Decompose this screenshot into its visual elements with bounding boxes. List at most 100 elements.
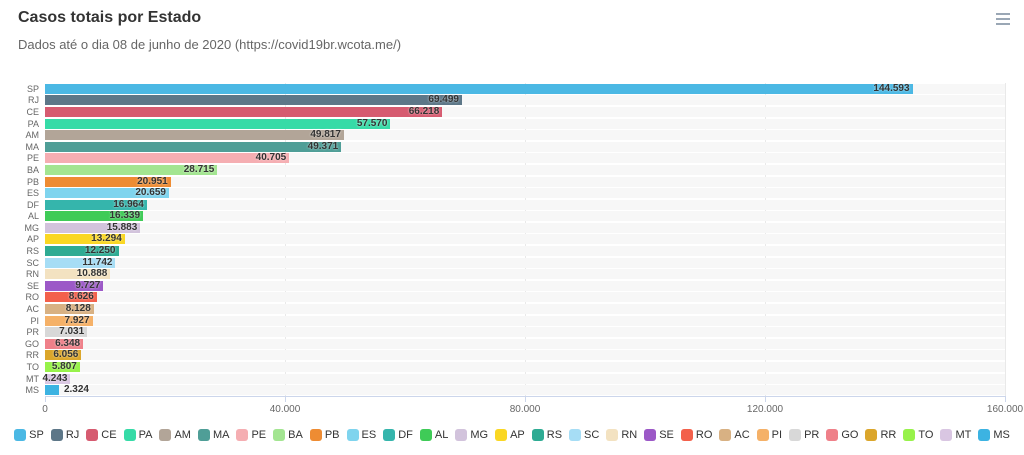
- axis-tick-label: 40.000: [269, 404, 301, 415]
- bar[interactable]: [45, 176, 171, 187]
- value-label: 6.056: [53, 349, 79, 361]
- value-label: 66.218: [408, 105, 440, 117]
- bar[interactable]: [45, 315, 93, 326]
- chart-subtitle: Dados até o dia 08 de junho de 2020 (htt…: [18, 37, 402, 52]
- legend-item-pe[interactable]: PE: [236, 429, 266, 441]
- legend-item-rr[interactable]: RR: [865, 429, 896, 441]
- bar-row: MA 49.371: [26, 140, 1005, 153]
- bar[interactable]: [45, 118, 391, 129]
- category-label: SC: [26, 257, 39, 268]
- bar[interactable]: [45, 269, 111, 280]
- bar[interactable]: [45, 153, 290, 164]
- legend-item-ma[interactable]: MA: [197, 429, 229, 441]
- legend-item-sc[interactable]: SC: [569, 429, 599, 441]
- legend-item-sp[interactable]: SP: [14, 429, 44, 441]
- bar[interactable]: [45, 141, 342, 152]
- legend-swatch: [569, 429, 582, 441]
- legend-label: PE: [251, 429, 267, 441]
- bar[interactable]: [45, 257, 116, 268]
- bar[interactable]: [45, 373, 71, 384]
- bar[interactable]: [45, 130, 344, 141]
- bar[interactable]: [45, 280, 104, 291]
- legend-item-go[interactable]: GO: [826, 429, 858, 441]
- hamburger-line: [996, 23, 1010, 25]
- bar-track: [45, 373, 1005, 384]
- bar[interactable]: [45, 83, 913, 94]
- legend-label: AC: [734, 429, 750, 441]
- bar[interactable]: [45, 362, 80, 372]
- legend-item-ba[interactable]: BA: [273, 429, 303, 441]
- axis-tick-label: 80.000: [509, 404, 541, 415]
- legend-item-mt[interactable]: MT: [940, 429, 971, 441]
- bar[interactable]: [45, 327, 88, 338]
- legend-label: CE: [101, 429, 117, 441]
- bar-track: [45, 304, 1005, 315]
- value-label: 20.659: [135, 187, 166, 199]
- legend-item-pr[interactable]: PR: [789, 429, 819, 441]
- legend-swatch: [789, 429, 802, 441]
- legend: SP RJ CE PA AM MA PE BA PB ES DF AL MG AP RS SC RN SE RO AC…: [0, 429, 1024, 441]
- bar[interactable]: [45, 292, 97, 303]
- legend-swatch: [865, 429, 878, 441]
- legend-swatch: [123, 429, 136, 441]
- bar-track: [45, 95, 1005, 106]
- category-label: MG: [24, 222, 40, 233]
- bar-track: [45, 292, 1005, 303]
- value-label: 2.324: [63, 384, 89, 396]
- legend-item-pb[interactable]: PB: [309, 429, 340, 441]
- legend-item-ac[interactable]: AC: [719, 429, 750, 441]
- value-label: 69.499: [428, 94, 459, 106]
- bar[interactable]: [45, 350, 82, 361]
- legend-item-pa[interactable]: PA: [123, 429, 153, 441]
- legend-swatch: [826, 429, 839, 441]
- legend-label: GO: [841, 429, 859, 441]
- legend-item-ro[interactable]: RO: [680, 429, 712, 441]
- bar[interactable]: [45, 106, 443, 117]
- bar[interactable]: [45, 188, 169, 199]
- legend-item-mg[interactable]: MG: [455, 429, 488, 441]
- legend-label: PR: [804, 429, 820, 441]
- legend-item-es[interactable]: ES: [346, 429, 376, 441]
- legend-label: PA: [138, 429, 153, 441]
- legend-item-pi[interactable]: PI: [756, 429, 782, 441]
- bar[interactable]: [45, 304, 94, 315]
- bar[interactable]: [45, 222, 141, 233]
- category-label: AL: [27, 211, 39, 222]
- legend-item-rn[interactable]: RN: [606, 429, 637, 441]
- value-label: 28.715: [183, 163, 215, 175]
- legend-item-df[interactable]: DF: [383, 429, 413, 441]
- bar-track: [45, 327, 1005, 338]
- legend-item-am[interactable]: AM: [159, 429, 191, 441]
- value-label: 7.927: [64, 314, 90, 326]
- axis-tick: [765, 397, 766, 402]
- legend-item-al[interactable]: AL: [419, 429, 448, 441]
- bar[interactable]: [45, 338, 84, 349]
- bar[interactable]: [45, 246, 119, 257]
- legend-item-rj[interactable]: RJ: [50, 429, 79, 441]
- bar[interactable]: [45, 234, 125, 245]
- legend-item-ce[interactable]: CE: [86, 429, 117, 441]
- category-label: MT: [26, 373, 39, 384]
- bar[interactable]: [45, 95, 462, 106]
- legend-item-to[interactable]: TO: [903, 429, 933, 441]
- bar[interactable]: [45, 164, 218, 175]
- bar[interactable]: [45, 199, 147, 210]
- bar-track: [45, 257, 1005, 268]
- legend-item-se[interactable]: SE: [644, 429, 674, 441]
- legend-swatch: [903, 429, 916, 441]
- bar[interactable]: [45, 211, 144, 222]
- hamburger-menu-icon[interactable]: [996, 11, 1012, 27]
- legend-item-ms[interactable]: MS: [978, 429, 1010, 441]
- category-label: ES: [26, 188, 39, 199]
- value-label: 10.888: [76, 268, 108, 280]
- legend-item-rs[interactable]: RS: [531, 429, 562, 441]
- value-label: 4.243: [42, 372, 68, 384]
- legend-item-ap[interactable]: AP: [495, 429, 525, 441]
- hamburger-line: [996, 13, 1010, 15]
- plot-area: SP 144.593 RJ 69.499 CE 66.218 PA 57.570 AM 49.81…: [25, 83, 1006, 396]
- legend-label: AP: [510, 429, 525, 441]
- value-label: 49.371: [307, 140, 339, 152]
- bar[interactable]: [45, 385, 59, 396]
- bar-row: AL 16.339: [28, 211, 1005, 223]
